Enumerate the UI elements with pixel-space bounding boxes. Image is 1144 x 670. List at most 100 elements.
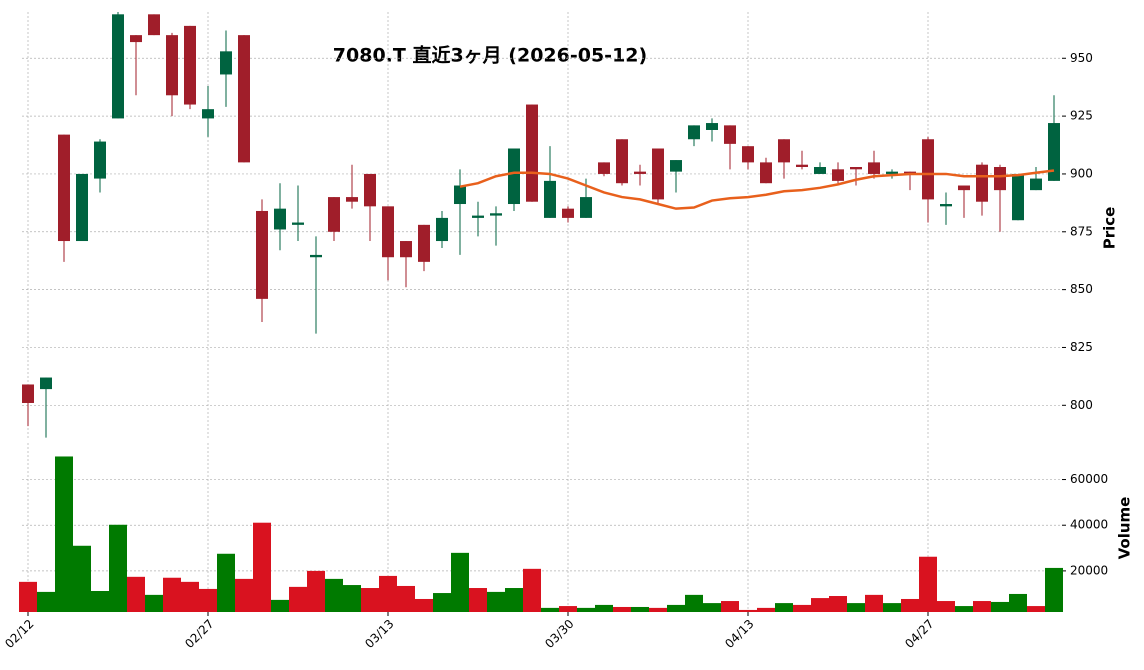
candle-body [814, 167, 826, 174]
candle-body [490, 213, 502, 216]
x-tick-label: 04/13 [722, 617, 756, 651]
candle-body [292, 222, 304, 225]
volume-bar [613, 606, 631, 612]
candle-body [472, 215, 484, 218]
volume-bar [703, 603, 721, 612]
candle-body [184, 25, 196, 105]
volume-bar [883, 603, 901, 612]
volume-bar [289, 586, 307, 612]
volume-bar [91, 590, 109, 612]
y-tick-label: 925 [1070, 109, 1093, 123]
candle-body [58, 134, 70, 242]
candle-body [130, 35, 142, 43]
candle-body [40, 377, 52, 390]
candle-body [850, 167, 862, 170]
candle-body [598, 162, 610, 174]
y-tick-label: 825 [1070, 340, 1093, 354]
volume-bar [181, 581, 199, 612]
candle-body [544, 180, 556, 218]
volume-bar [721, 601, 739, 612]
volume-bar [433, 593, 451, 612]
volume-bar [775, 603, 793, 612]
chart-title: 7080.T 直近3ヶ月 (2026-05-12) [333, 44, 647, 67]
volume-axis-label: Volume [1116, 497, 1134, 560]
x-tick-label: 02/27 [182, 617, 216, 651]
volume-bar [1027, 606, 1045, 612]
candle-body [832, 169, 844, 181]
volume-bar [451, 552, 469, 612]
candle-body [148, 14, 160, 36]
volume-bar [901, 598, 919, 612]
candle-body [1012, 173, 1024, 221]
candle-body [796, 164, 808, 168]
candle-body [94, 141, 106, 179]
volume-bar [397, 585, 415, 612]
volume-bar [235, 578, 253, 612]
y-tick-label: 875 [1070, 224, 1093, 238]
candle-body [616, 139, 628, 184]
candle-body [166, 35, 178, 96]
volume-bar [307, 570, 325, 612]
y-tick-label: 60000 [1070, 472, 1108, 486]
candle-body [562, 208, 574, 218]
volume-bar [271, 599, 289, 612]
volume-bar [865, 594, 883, 612]
volume-bar [469, 588, 487, 612]
volume-bar [55, 456, 73, 612]
volume-bar [37, 591, 55, 612]
volume-bar [793, 604, 811, 612]
volume-bar [829, 596, 847, 612]
candle-body [508, 148, 520, 205]
volume-bar [649, 607, 667, 612]
moving-average [459, 169, 1055, 210]
candle-body [760, 162, 772, 184]
candle-body [1048, 123, 1060, 181]
candle-body [328, 197, 340, 232]
candle-body [742, 146, 754, 163]
volume-bar [127, 576, 145, 612]
candle-body [688, 125, 700, 140]
volume-bar [739, 609, 757, 612]
candle-body [382, 206, 394, 258]
volume-bar [343, 585, 361, 612]
volume-bar [523, 568, 541, 612]
x-tick-label: 04/27 [902, 617, 936, 651]
candle-body [940, 204, 952, 207]
candle-body [400, 241, 412, 258]
volume-bar [73, 545, 91, 612]
volume-bar [163, 577, 181, 612]
candle-body [634, 171, 646, 174]
candle-body [274, 208, 286, 230]
x-tick-label: 02/12 [2, 617, 36, 651]
volume-bar [1045, 567, 1063, 612]
x-tick-label: 03/30 [542, 617, 576, 651]
volume-bar [145, 594, 163, 612]
volume-bar [415, 598, 433, 612]
y-axis-label: Price [1101, 207, 1119, 250]
y-tick-label: 950 [1070, 51, 1093, 65]
volume-bar [631, 606, 649, 612]
volume-bar [811, 598, 829, 612]
volume-bar [361, 588, 379, 612]
y-tick-label: 850 [1070, 282, 1093, 296]
volume-bar [541, 607, 559, 612]
volume-bar [109, 524, 127, 612]
candle-body [724, 125, 736, 144]
volume-bar [757, 607, 775, 612]
volume-bar [559, 606, 577, 612]
candle-body [778, 139, 790, 163]
volume-bar [379, 575, 397, 612]
volume-bar [505, 588, 523, 612]
candle-body [976, 164, 988, 202]
candle-body [76, 173, 88, 242]
volume-bar [973, 601, 991, 612]
candle-body [256, 210, 268, 299]
y-tick-label: 40000 [1070, 518, 1108, 532]
volume-bar [919, 556, 937, 612]
candle-body [454, 185, 466, 205]
y-tick-label: 900 [1070, 166, 1093, 180]
candle-body [580, 197, 592, 218]
candle-body [22, 384, 34, 403]
volume-bar [217, 553, 235, 612]
volume-bar [1009, 593, 1027, 612]
